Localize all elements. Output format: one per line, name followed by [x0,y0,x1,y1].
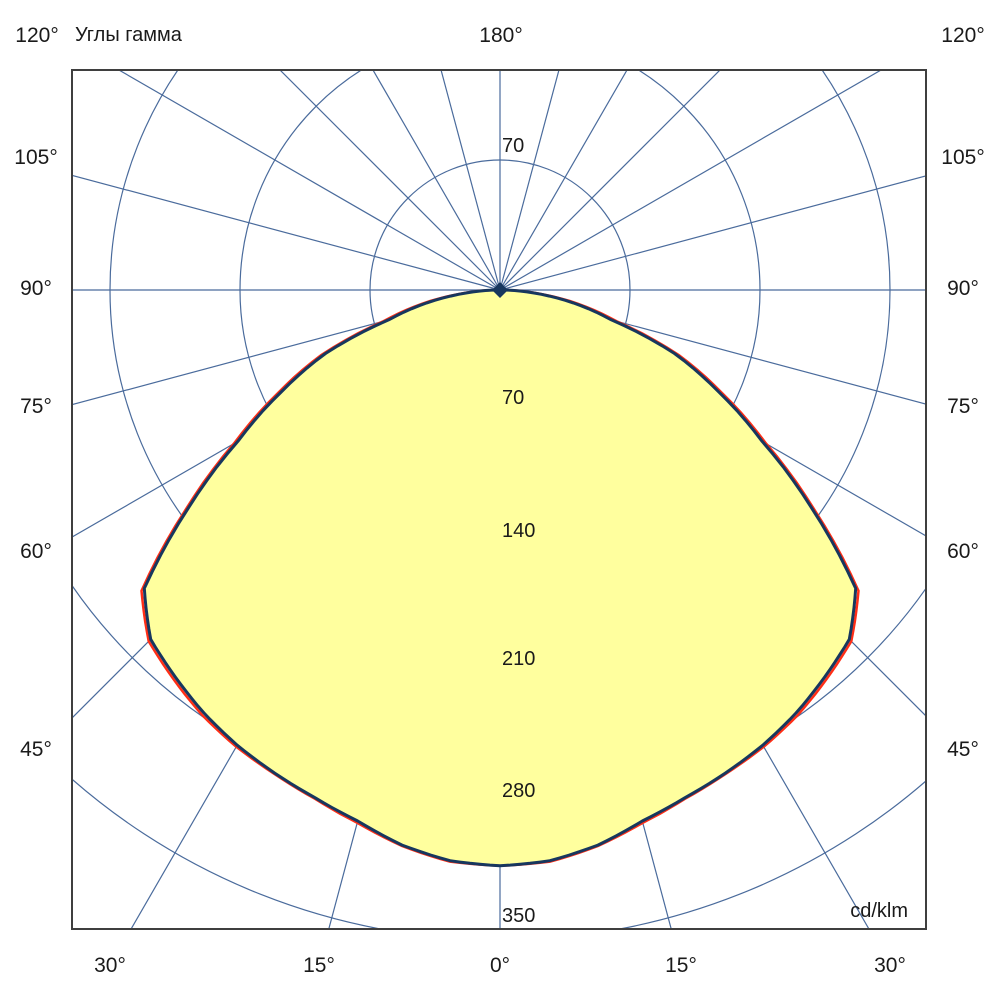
gamma-label-right-75: 75° [947,395,979,418]
chart-title: Углы гамма [75,24,183,46]
gamma-label-right-45: 45° [947,738,979,761]
grid-spoke-165 [499,70,560,291]
grid-spoke-105 [499,175,926,291]
grid-spoke-210 [372,70,501,291]
gamma-label-left-60: 60° [20,540,52,563]
gamma-label-bottom-left-30: 30° [94,954,126,977]
intensity-curves [140,282,860,868]
grid-spoke-240 [117,70,501,291]
intensity-fill [144,290,856,866]
grid-spoke-150 [499,70,628,291]
grid-spoke-120 [499,70,883,291]
grid-spoke-195 [440,70,501,291]
gamma-label-top-right-120: 120° [941,24,984,47]
pole-marker [492,282,508,298]
radial-tick-70-upper: 70 [502,135,524,157]
gamma-label-left-45: 45° [20,738,52,761]
radial-tick-280: 280 [502,780,535,802]
radial-tick-70: 70 [502,387,524,409]
radial-tick-140: 140 [502,520,535,542]
gamma-label-left-90: 90° [20,277,52,300]
grid-spoke-75 [499,289,926,405]
gamma-label-bottom-0: 0° [490,954,510,977]
gamma-label-left-105: 105° [14,146,57,169]
intensity-curve-blue [142,288,858,868]
grid-spoke-225 [279,70,501,291]
grid-spoke-135 [499,70,721,291]
radial-tick-350: 350 [502,905,535,927]
gamma-label-top-180: 180° [479,24,522,47]
units-label: cd/klm [850,900,908,922]
gamma-label-right-105: 105° [941,146,984,169]
gamma-label-bottom-right-30: 30° [874,954,906,977]
gamma-label-bottom-right-15: 15° [665,954,697,977]
grid-spoke-255 [72,174,501,291]
gamma-label-top-left-120: 120° [15,24,58,47]
radial-tick-210: 210 [502,648,535,670]
gamma-label-right-90: 90° [947,277,979,300]
grid-spoke-285 [72,289,501,406]
plot-frame [71,69,927,930]
gamma-label-right-60: 60° [947,540,979,563]
gamma-label-bottom-left-15: 15° [303,954,335,977]
gamma-label-left-75: 75° [20,395,52,418]
